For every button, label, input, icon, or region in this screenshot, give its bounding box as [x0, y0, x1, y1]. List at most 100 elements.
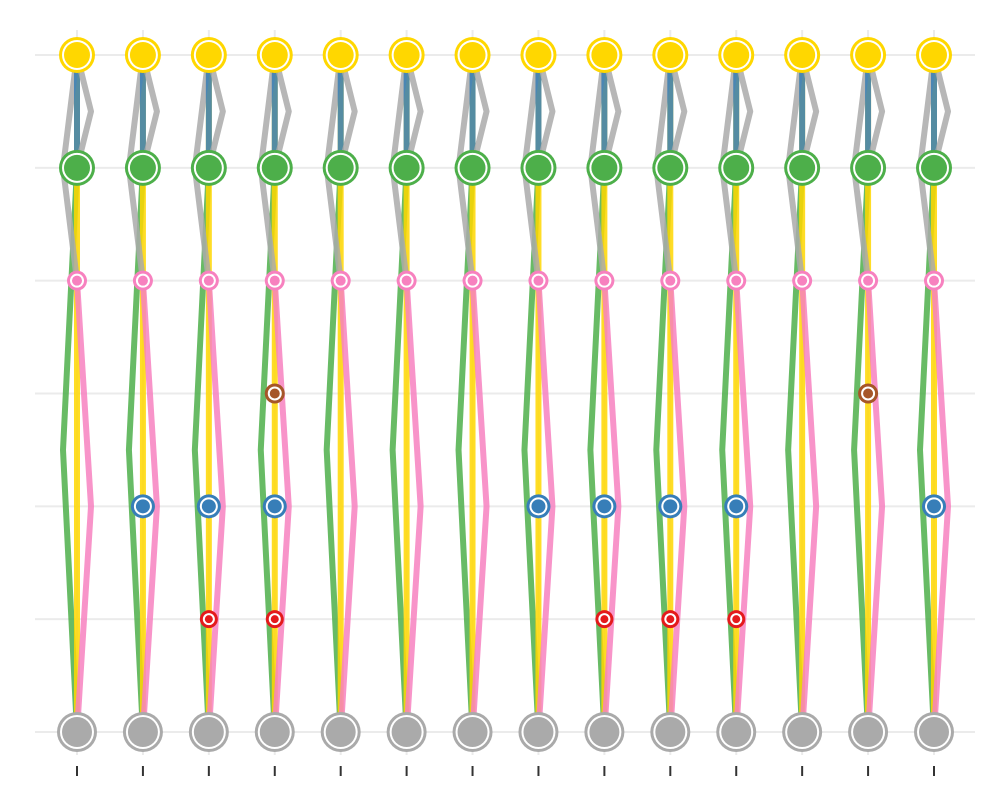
data-point — [927, 499, 941, 514]
data-point — [591, 42, 618, 68]
data-point — [270, 615, 279, 624]
data-point — [203, 275, 214, 286]
data-point — [72, 275, 82, 286]
series-link — [74, 277, 94, 735]
data-point — [729, 499, 744, 514]
series-link — [931, 52, 951, 171]
series-link — [205, 277, 226, 735]
data-point — [391, 717, 422, 747]
data-point — [64, 42, 90, 68]
data-point — [269, 388, 280, 399]
series-link — [931, 277, 951, 735]
data-point — [127, 717, 158, 747]
data-point — [261, 42, 288, 68]
data-point — [855, 154, 882, 181]
data-point — [327, 154, 354, 181]
data-point — [457, 717, 488, 747]
data-point — [459, 42, 486, 68]
series-link — [667, 52, 688, 171]
series-link — [667, 277, 688, 735]
series-link — [469, 52, 490, 171]
series-link — [139, 277, 160, 735]
series-link — [403, 277, 424, 735]
data-point — [62, 717, 92, 747]
data-point — [393, 154, 420, 181]
series-link — [799, 52, 820, 171]
data-point — [467, 275, 478, 286]
data-point — [657, 42, 684, 68]
data-point — [929, 275, 939, 286]
data-point — [863, 388, 874, 399]
series-link — [535, 52, 556, 171]
data-point — [267, 499, 282, 514]
data-point — [201, 499, 216, 514]
data-point — [195, 154, 222, 181]
data-point — [261, 154, 288, 181]
data-point — [599, 275, 610, 286]
data-point — [525, 154, 552, 181]
data-point — [325, 717, 356, 747]
data-point — [666, 615, 675, 624]
series-link — [733, 52, 754, 171]
data-point — [269, 275, 280, 286]
data-point — [591, 154, 618, 181]
data-point — [401, 275, 412, 286]
series-link — [865, 277, 886, 735]
series-link — [74, 52, 94, 171]
data-point — [665, 275, 676, 286]
data-point — [204, 615, 213, 624]
data-point — [789, 154, 816, 181]
data-point — [600, 615, 609, 624]
data-point — [327, 42, 354, 68]
series-link — [799, 277, 820, 735]
data-point — [259, 717, 290, 747]
data-point — [919, 717, 949, 747]
data-point — [663, 499, 678, 514]
x-axis-ticks — [76, 766, 935, 776]
data-point — [523, 717, 554, 747]
data-point — [855, 42, 882, 68]
series-link — [535, 277, 556, 735]
data-point — [597, 499, 612, 514]
data-point — [921, 42, 947, 68]
series-link — [271, 277, 292, 735]
grid-lines — [35, 30, 975, 755]
data-point — [723, 154, 750, 181]
data-point — [655, 717, 686, 747]
series-link — [469, 277, 490, 735]
data-point — [589, 717, 620, 747]
data-point — [721, 717, 752, 747]
series-link — [403, 52, 424, 171]
data-point — [129, 42, 156, 68]
data-point — [195, 42, 222, 68]
data-point — [193, 717, 224, 747]
series-link — [205, 52, 226, 171]
data-point — [787, 717, 818, 747]
data-point — [797, 275, 808, 286]
series-link — [601, 277, 622, 735]
data-point — [723, 42, 750, 68]
data-point — [525, 42, 552, 68]
series-link — [733, 277, 754, 735]
data-point — [459, 154, 486, 181]
data-points — [57, 37, 954, 752]
data-point — [731, 275, 742, 286]
data-point — [137, 275, 148, 286]
series-link — [337, 52, 358, 171]
series-link — [865, 52, 886, 171]
series-link — [601, 52, 622, 171]
series-link — [271, 52, 292, 171]
data-point — [531, 499, 546, 514]
data-point — [64, 154, 90, 181]
data-point — [921, 154, 947, 181]
data-point — [135, 499, 150, 514]
data-point — [335, 275, 346, 286]
series-link — [337, 277, 358, 735]
data-point — [732, 615, 741, 624]
data-point — [863, 275, 874, 286]
data-point — [129, 154, 156, 181]
data-point — [789, 42, 816, 68]
data-point — [393, 42, 420, 68]
data-point — [853, 717, 884, 747]
